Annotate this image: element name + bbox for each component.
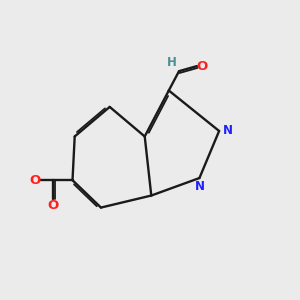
Text: N: N <box>223 124 233 137</box>
Text: O: O <box>30 174 41 187</box>
Text: N: N <box>194 180 204 193</box>
Text: O: O <box>197 60 208 73</box>
Text: H: H <box>167 56 176 70</box>
Text: O: O <box>47 200 58 212</box>
